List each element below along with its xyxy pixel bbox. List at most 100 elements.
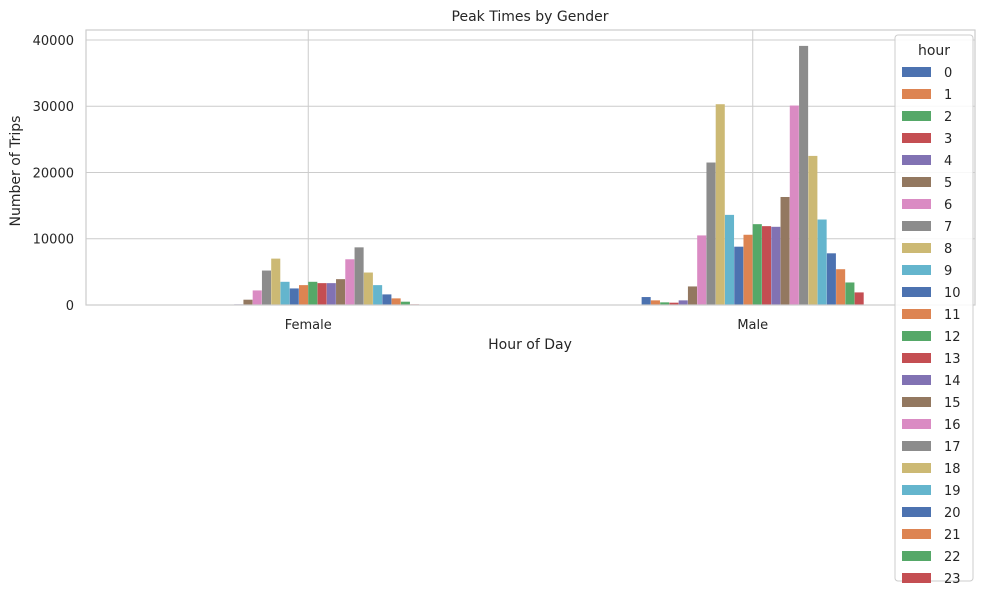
legend-swatch-12	[902, 331, 931, 341]
bar-male-hour-17	[799, 45, 809, 305]
bars	[197, 45, 864, 306]
bar-female-hour-5	[243, 299, 253, 305]
legend-title: hour	[918, 43, 950, 59]
x-ticks: Female Male	[285, 318, 768, 333]
bar-female-hour-18	[363, 272, 373, 305]
bar-female-hour-22	[400, 301, 410, 305]
legend-label-20: 20	[944, 506, 961, 521]
legend-swatch-4	[902, 155, 931, 165]
x-axis-label: Hour of Day	[488, 337, 572, 353]
bar-male-hour-11	[743, 234, 753, 305]
legend-swatch-20	[902, 507, 931, 517]
bar-female-hour-12	[308, 281, 318, 305]
bar-male-hour-14	[771, 226, 781, 305]
legend-label-16: 16	[944, 418, 961, 433]
y-tick-label-4: 40000	[33, 34, 74, 49]
bar-male-hour-8	[715, 104, 725, 306]
bar-male-hour-21	[836, 269, 846, 305]
legend-label-21: 21	[944, 528, 961, 543]
bar-male-hour-6	[697, 235, 707, 305]
y-axis-label: Number of Trips	[8, 116, 24, 227]
legend-swatch-14	[902, 375, 931, 385]
bar-male-hour-0	[641, 297, 651, 305]
bar-female-hour-20	[382, 294, 392, 305]
bar-female-hour-16	[345, 259, 355, 305]
bar-female-hour-6	[252, 290, 262, 305]
bar-male-hour-10	[734, 246, 744, 305]
legend-label-13: 13	[944, 352, 961, 367]
bar-male-hour-3	[669, 302, 679, 305]
bar-female-hour-15	[336, 279, 346, 305]
legend-label-10: 10	[944, 286, 961, 301]
legend-swatch-10	[902, 287, 931, 297]
legend-label-11: 11	[944, 308, 961, 323]
bar-male-hour-12	[752, 224, 762, 305]
x-tick-label-female: Female	[285, 318, 332, 333]
legend-swatch-18	[902, 463, 931, 473]
legend-swatch-0	[902, 67, 931, 77]
legend-swatch-9	[902, 265, 931, 275]
legend-swatch-23	[902, 573, 931, 583]
y-tick-label-0: 0	[66, 299, 74, 314]
legend-label-3: 3	[944, 132, 952, 147]
bar-male-hour-1	[650, 300, 660, 305]
bar-male-hour-16	[789, 105, 799, 305]
legend-label-22: 22	[944, 550, 961, 565]
legend-label-17: 17	[944, 440, 961, 455]
bar-male-hour-2	[660, 302, 670, 305]
bar-female-hour-17	[354, 247, 364, 305]
legend-label-0: 0	[944, 66, 952, 81]
y-tick-label-1: 10000	[33, 233, 74, 248]
legend-label-18: 18	[944, 462, 961, 477]
legend-label-9: 9	[944, 264, 952, 279]
legend-label-8: 8	[944, 242, 952, 257]
bar-female-hour-13	[317, 283, 327, 305]
legend-label-6: 6	[944, 198, 952, 213]
bar-male-hour-13	[762, 226, 772, 305]
legend-label-12: 12	[944, 330, 961, 345]
bar-female-hour-7	[261, 270, 272, 305]
bar-female-hour-8	[271, 258, 281, 305]
legend-swatch-3	[902, 133, 931, 143]
bar-male-hour-5	[687, 286, 698, 305]
legend: hour 01234567891011121314151617181920212…	[894, 34, 974, 587]
bar-female-hour-21	[391, 298, 401, 305]
legend-label-4: 4	[944, 154, 952, 169]
bar-male-hour-20	[826, 253, 836, 305]
legend-swatch-5	[902, 177, 931, 187]
legend-label-7: 7	[944, 220, 952, 235]
bar-male-hour-4	[678, 300, 688, 305]
legend-swatch-8	[902, 243, 931, 253]
legend-label-1: 1	[944, 88, 952, 103]
legend-swatch-7	[902, 221, 931, 231]
bar-female-hour-19	[373, 285, 383, 305]
bar-female-hour-11	[298, 285, 309, 305]
bar-male-hour-19	[817, 219, 827, 305]
bar-male-hour-9	[724, 214, 735, 305]
chart-title: Peak Times by Gender	[452, 9, 609, 25]
legend-swatch-21	[902, 529, 931, 539]
legend-swatch-1	[902, 89, 931, 99]
legend-label-2: 2	[944, 110, 952, 125]
legend-swatch-13	[902, 353, 931, 363]
legend-swatch-16	[902, 419, 931, 429]
bar-male-hour-23	[854, 292, 864, 305]
grid	[86, 30, 975, 306]
legend-swatch-2	[902, 111, 931, 121]
plot-border	[85, 29, 976, 306]
x-tick-label-male: Male	[737, 318, 768, 333]
legend-label-14: 14	[944, 374, 961, 389]
bar-female-hour-9	[280, 281, 290, 305]
y-tick-label-3: 30000	[33, 100, 74, 115]
legend-swatch-19	[902, 485, 931, 495]
legend-swatch-6	[902, 199, 931, 209]
y-ticks: 0 10000 20000 30000 40000	[33, 34, 74, 314]
bar-male-hour-22	[845, 282, 855, 305]
legend-label-19: 19	[944, 484, 961, 499]
plot-frame	[85, 29, 976, 306]
bar-male-hour-15	[780, 196, 790, 305]
bar-male-hour-18	[808, 155, 818, 305]
legend-swatch-17	[902, 441, 931, 451]
